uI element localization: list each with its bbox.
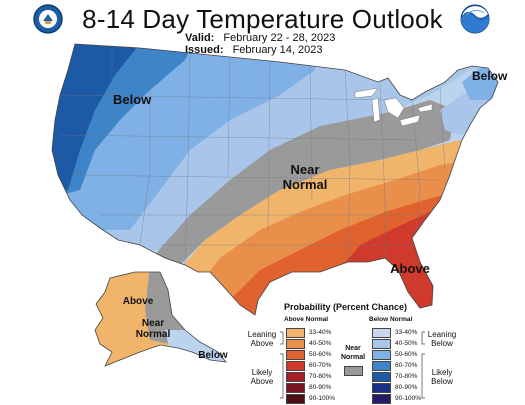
alaska-near-label-line2: Normal bbox=[136, 329, 171, 340]
near-normal-label-line2: Normal bbox=[283, 177, 328, 192]
noaa-logo-icon bbox=[460, 4, 490, 34]
valid-value: February 22 - 28, 2023 bbox=[223, 32, 336, 44]
conus-outline bbox=[51, 43, 499, 316]
above-normal-row: 80-90% bbox=[286, 382, 332, 393]
alaska-below-label: Below bbox=[198, 350, 228, 361]
below-normal-swatch bbox=[372, 338, 391, 349]
above-normal-swatch bbox=[286, 360, 305, 371]
near-normal-swatch bbox=[344, 366, 363, 376]
alaska-above-label: Above bbox=[123, 296, 154, 307]
leaning-below-label: Leaning Below bbox=[427, 330, 457, 348]
above-normal-row: 60-70% bbox=[286, 360, 332, 371]
below-normal-swatch bbox=[372, 360, 391, 371]
alaska-near-label-line1: Near bbox=[142, 318, 164, 329]
below-normal-range-label: 70-80% bbox=[395, 373, 418, 380]
above-normal-range-label: 90-100% bbox=[309, 395, 336, 402]
below-normal-range-label: 90-100% bbox=[395, 395, 422, 402]
below-normal-row: 80-90% bbox=[372, 382, 418, 393]
great-lakes bbox=[354, 87, 433, 127]
above-normal-row: 70-80% bbox=[286, 371, 332, 382]
below-normal-range-label: 60-70% bbox=[395, 362, 418, 369]
above-normal-row: 50-60% bbox=[286, 349, 332, 360]
valid-dates: Valid: February 22 - 28, 2023 bbox=[185, 32, 335, 44]
west-below-label: Below bbox=[113, 92, 152, 107]
above-normal-swatch bbox=[286, 393, 305, 404]
likely-above-label: Likely Above bbox=[250, 368, 274, 386]
above-normal-swatch bbox=[286, 382, 305, 393]
issued-date: Issued: February 14, 2023 bbox=[185, 44, 322, 56]
legend-brackets bbox=[280, 331, 425, 399]
below-normal-range-label: 50-60% bbox=[395, 351, 418, 358]
near-normal-label-line1: Near bbox=[291, 162, 320, 177]
above-normal-range-label: 70-80% bbox=[309, 373, 332, 380]
above-normal-swatch bbox=[286, 327, 305, 338]
above-normal-row: 90-100% bbox=[286, 393, 336, 404]
above-normal-range-label: 50-60% bbox=[309, 351, 332, 358]
valid-label: Valid: bbox=[185, 32, 215, 44]
above-normal-range-label: 40-50% bbox=[309, 340, 332, 347]
probability-legend: Probability (Percent Chance) Above Norma… bbox=[236, 302, 466, 404]
above-normal-swatch bbox=[286, 349, 305, 360]
page-title: 8-14 Day Temperature Outlook bbox=[82, 4, 443, 34]
southeast-above-label: Above bbox=[390, 261, 430, 276]
state-boundaries bbox=[59, 48, 446, 266]
above-normal-range-label: 80-90% bbox=[309, 384, 332, 391]
below-normal-range-label: 80-90% bbox=[395, 384, 418, 391]
above-normal-row: 40-50% bbox=[286, 338, 332, 349]
commerce-seal-icon bbox=[33, 4, 63, 34]
leaning-above-label: Leaning Above bbox=[247, 330, 277, 348]
below-normal-row: 40-50% bbox=[372, 338, 418, 349]
above-normal-row: 33-40% bbox=[286, 327, 332, 338]
above-normal-range-label: 33-40% bbox=[309, 329, 332, 336]
likely-below-label: Likely Below bbox=[431, 368, 453, 386]
below-normal-row: 50-60% bbox=[372, 349, 418, 360]
below-normal-swatch bbox=[372, 371, 391, 382]
northeast-below-label: Below bbox=[472, 69, 508, 83]
below-normal-row: 33-40% bbox=[372, 327, 418, 338]
below-normal-header: Below Normal bbox=[369, 316, 413, 323]
issued-label: Issued: bbox=[185, 44, 224, 56]
below-normal-range-label: 33-40% bbox=[395, 329, 418, 336]
below-normal-row: 70-80% bbox=[372, 371, 418, 382]
below-normal-swatch bbox=[372, 349, 391, 360]
below-normal-swatch bbox=[372, 393, 391, 404]
above-normal-range-label: 60-70% bbox=[309, 362, 332, 369]
below-normal-row: 90-100% bbox=[372, 393, 422, 404]
below-normal-swatch bbox=[372, 327, 391, 338]
below-normal-row: 60-70% bbox=[372, 360, 418, 371]
below-normal-range-label: 40-50% bbox=[395, 340, 418, 347]
above-normal-swatch bbox=[286, 338, 305, 349]
below-normal-swatch bbox=[372, 382, 391, 393]
above-normal-header: Above Normal bbox=[284, 316, 329, 323]
legend-title: Probability (Percent Chance) bbox=[284, 302, 408, 312]
issued-value: February 14, 2023 bbox=[232, 44, 323, 56]
above-normal-swatch bbox=[286, 371, 305, 382]
near-normal-legend-label: Near Normal bbox=[340, 345, 366, 361]
alaska-outline bbox=[94, 271, 227, 367]
